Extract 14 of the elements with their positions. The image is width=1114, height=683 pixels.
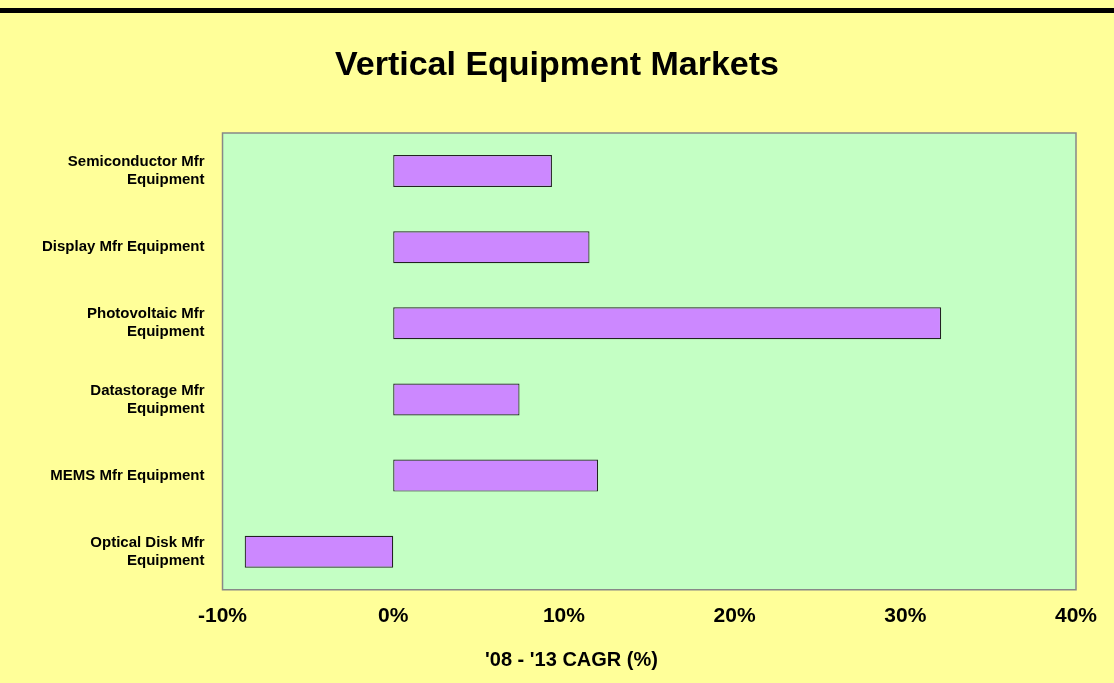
y-tick-label: Optical Disk Mfr Equipment	[90, 532, 205, 568]
x-tick-label: 30%	[884, 603, 927, 627]
y-tick-label: Semiconductor Mfr Equipment	[67, 152, 205, 188]
y-tick-label: MEMS Mfr Equipment	[50, 465, 205, 483]
x-tick-label: 0%	[378, 603, 409, 627]
x-axis-title: '08 - '13 CAGR (%)	[484, 648, 659, 671]
y-tick-label: Photovoltaic Mfr Equipment	[87, 304, 205, 340]
x-tick-label: 40%	[1054, 603, 1098, 627]
x-tick-label: 10%	[542, 603, 586, 627]
x-tick-label: -10%	[198, 603, 248, 627]
x-tick-label: 20%	[713, 603, 756, 627]
chart-title: Vertical Equipment Markets	[333, 44, 780, 83]
y-tick-label: Datastorage Mfr Equipment	[90, 380, 205, 416]
y-tick-label: Display Mfr Equipment	[41, 237, 205, 255]
